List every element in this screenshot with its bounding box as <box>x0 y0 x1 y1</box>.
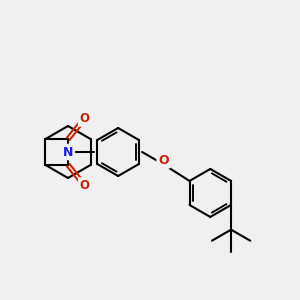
Text: O: O <box>158 154 169 167</box>
Text: O: O <box>80 112 90 125</box>
Text: O: O <box>80 179 90 192</box>
Text: N: N <box>63 146 73 158</box>
